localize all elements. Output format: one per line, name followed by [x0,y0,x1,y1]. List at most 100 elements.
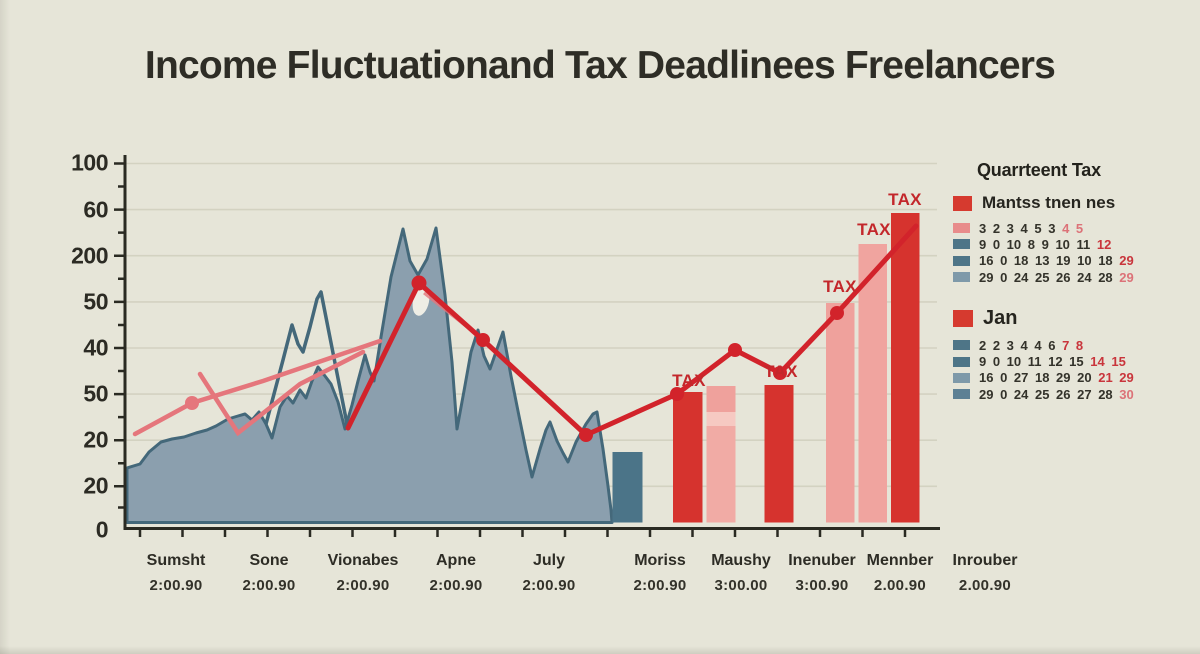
y-tick-label: 100 [71,149,108,176]
salmon-trend-line-zig [197,349,366,437]
month-time: 2:00.90 [633,577,687,594]
x-tick-label: Apne 2:00.90 [396,552,516,594]
tax-annotation: TAX [823,277,857,296]
legend-row: 16 0 27 18 29 20 21 29 [953,370,1195,386]
legend-numbers-dark: 2 2 3 4 4 6 [979,337,1056,353]
legend-numbers-red: 12 [1096,236,1112,252]
month-time: 2:00.90 [336,577,390,594]
legend-row: 29 0 24 25 26 24 28 29 [953,269,1195,285]
legend-group-label: Mantss tnen nes [982,193,1116,212]
month-name: Sone [249,552,289,569]
legend-numbers: 29 0 24 25 26 27 28 30 [979,387,1134,402]
legend-group-quarterly: Mantss tnen nes 3 2 3 4 5 3 4 5 9 0 10 8… [945,193,1195,285]
y-tick-label: 50 [83,288,108,315]
legend-numbers-red: 29 [1119,269,1134,285]
legend-group-label: Jan [983,307,1018,330]
y-axis-ticks [114,162,125,509]
legend-group-header: Jan [953,307,1195,330]
salmon-trend-line-main [132,338,383,437]
tax-annotation: TAX [857,220,891,239]
legend-swatch [953,389,970,400]
x-tick-label: July 2:00.90 [489,552,609,594]
tax-bar-inrouber [891,213,920,523]
legend-row: 9 0 10 8 9 10 11 12 [953,236,1195,252]
y-tick-label: 20 [83,472,108,499]
month-time: 3:00.90 [795,577,849,594]
y-tick-label: 200 [71,242,108,269]
chart-title: Income Fluctuationand Tax Deadlinees Fre… [144,44,1056,87]
month-name: Mennber [866,552,934,569]
month-name: Sumsht [146,552,206,569]
month-name: Apne [436,552,476,569]
month-name: July [532,552,565,569]
month-time: 2:00.90 [242,577,296,594]
x-tick-label: Inenuber 3:00.90 [762,552,882,594]
legend-numbers-dark: 29 0 24 25 26 24 28 [979,269,1113,285]
legend-row: 2 2 3 4 4 6 7 8 [953,337,1195,353]
legend-numbers: 3 2 3 4 5 3 4 5 [979,221,1083,236]
legend-numbers-dark: 3 2 3 4 5 3 [979,220,1056,236]
legend-swatch [953,195,972,211]
tax-bar-maushy [764,385,794,523]
month-name: Maushy [711,552,771,569]
legend-numbers-red: 4 5 [1062,220,1084,236]
legend-numbers-dark: 9 0 10 8 9 10 11 [979,236,1091,252]
month-name: Moriss [634,552,686,569]
month-time: 2.00.90 [873,577,927,594]
legend-swatch [953,272,970,283]
legend-numbers-dark: 16 0 18 13 19 10 18 [979,253,1113,269]
legend-numbers: 29 0 24 25 26 24 28 29 [979,270,1134,285]
y-tick-label: 60 [83,196,108,223]
legend-title: Quarrteent Tax [977,160,1101,180]
salmon-marker [185,396,199,410]
legend-row: 3 2 3 4 5 3 4 5 [953,220,1195,236]
pink-bar-split-lower [706,426,736,523]
legend-swatch [953,255,970,266]
legend-numbers: 2 2 3 4 4 6 7 8 [979,338,1083,353]
tax-annotation: TAX [888,190,922,209]
y-tick-label: 50 [83,380,108,407]
month-name: Inenuber [788,552,856,569]
edge-shade-left [0,0,10,654]
legend-numbers-red: 30 [1119,386,1134,402]
y-tick-label: 40 [83,334,108,361]
tax-annotation: TAX [764,362,798,381]
legend-group-header: Mantss tnen nes [953,193,1195,213]
month-name: Inrouber [952,552,1018,569]
month-time: 2:00.90 [429,577,483,594]
tax-bar-moriss [673,392,703,523]
income-area [125,226,614,524]
legend-row: 16 0 18 13 19 10 18 29 [953,253,1195,269]
month-time: 2.00.90 [958,577,1012,594]
legend-numbers: 16 0 27 18 29 20 21 29 [979,370,1134,385]
edge-shade-bottom [0,646,1200,654]
legend-swatch [953,356,970,367]
month-time: 2:00.90 [522,577,576,594]
x-axis-ticks [138,528,907,537]
legend-swatch [953,239,970,250]
x-tick-label: Inrouber 2.00.90 [925,552,1045,594]
x-tick-label: Sone 2:00.90 [209,552,329,594]
legend-numbers-red: 29 [1119,253,1134,269]
tax-line-dots [411,275,844,442]
tax-bar-mennber [858,244,887,523]
y-tick-label: 0 [95,516,109,543]
x-tick-label: Vionabes 2:00.90 [303,552,423,594]
y-tick-label: 20 [83,426,108,453]
legend-numbers-dark: 16 0 27 18 29 20 [979,370,1092,386]
legend-swatch [953,223,970,234]
x-tick-label: Mennber 2.00.90 [840,552,960,594]
legend-swatch [953,372,970,383]
tax-bar-inenuber [826,303,855,523]
legend-numbers: 16 0 18 13 19 10 18 29 [979,253,1134,268]
x-tick-label: Maushy 3:00.00 [681,552,801,594]
legend-numbers-red: 21 29 [1098,370,1134,386]
legend-numbers: 9 0 10 8 9 10 11 12 [979,237,1111,252]
month-time: 2:00.90 [149,577,203,594]
pink-bar-split-band [706,412,736,426]
teal-bar [612,452,643,523]
legend-group-jan: Jan 2 2 3 4 4 6 7 8 9 0 10 11 12 15 14 1… [945,307,1195,402]
legend-swatch [953,310,973,328]
